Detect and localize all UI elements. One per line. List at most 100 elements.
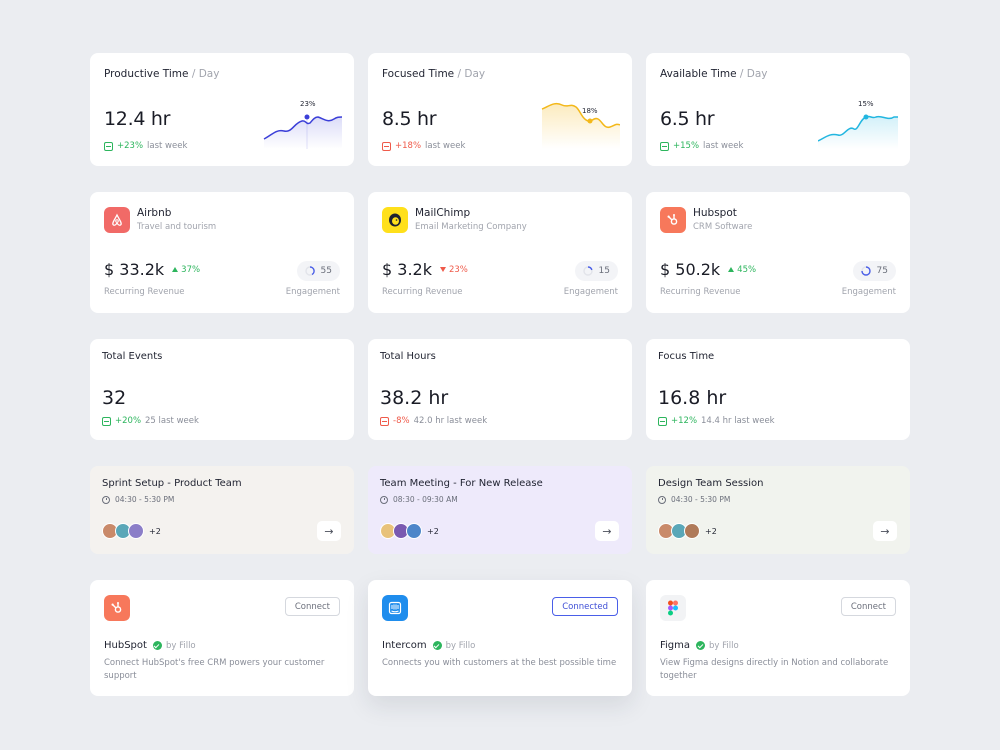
engagement-label: Engagement xyxy=(563,287,618,297)
integration-name: Intercom by Fillo xyxy=(382,640,476,651)
trend-up-icon xyxy=(102,416,111,426)
sparkline-peak-label: 18% xyxy=(582,107,598,115)
sparkline-peak-label: 23% xyxy=(300,100,316,108)
engagement-badge: 75 xyxy=(852,261,896,281)
sparkline-chart xyxy=(541,102,620,149)
company-card-airbnb[interactable]: Airbnb Travel and tourism $ 33.2k 37% Rec… xyxy=(90,192,354,313)
integration-card-figma: Connect Figma by Fillo View Figma designs… xyxy=(646,580,910,696)
figma-logo-icon xyxy=(660,595,686,621)
verified-icon xyxy=(696,641,706,650)
more-attendees-count: +2 xyxy=(427,526,439,536)
metric-title: Productive Time / Day xyxy=(104,68,220,80)
stat-change: +20% 25 last week xyxy=(102,416,199,426)
avatar xyxy=(406,523,422,539)
recurring-revenue-label: Recurring Revenue xyxy=(104,287,185,297)
metric-change: +23% last week xyxy=(104,141,187,151)
meeting-card-team-meeting[interactable]: Team Meeting - For New Release 08:30 - 0… xyxy=(368,466,632,554)
stat-value: 38.2 hr xyxy=(380,387,449,409)
trend-down-icon xyxy=(380,416,389,426)
stat-value: 16.8 hr xyxy=(658,387,727,409)
company-category: Travel and tourism xyxy=(137,222,217,232)
metric-card-productive-time: Productive Time / Day 12.4 hr +23% last w… xyxy=(90,53,354,166)
company-card-hubspot[interactable]: Hubspot CRM Software $ 50.2k 45% Recurrin… xyxy=(646,192,910,313)
intercom-logo-icon xyxy=(382,595,408,621)
arrow-up-icon xyxy=(728,267,735,272)
trend-up-icon xyxy=(658,416,667,426)
meeting-time: 08:30 - 09:30 AM xyxy=(380,495,458,504)
metric-title: Available Time / Day xyxy=(660,68,768,80)
metric-value: 12.4 hr xyxy=(104,108,171,130)
open-meeting-button[interactable]: → xyxy=(317,521,341,541)
integration-description: Connect HubSpot's free CRM powers your c… xyxy=(104,658,325,681)
clock-icon xyxy=(658,495,666,504)
metric-title: Focused Time / Day xyxy=(382,68,486,80)
engagement-badge: 55 xyxy=(296,261,340,281)
integration-name: HubSpot by Fillo xyxy=(104,640,196,651)
open-meeting-button[interactable]: → xyxy=(595,521,619,541)
sparkline-chart xyxy=(263,114,342,149)
stat-card-focus-time: Focus Time 16.8 hr +12% 14.4 hr last week xyxy=(646,339,910,440)
meeting-card-sprint-setup[interactable]: Sprint Setup - Product Team 04:30 - 5:30… xyxy=(90,466,354,554)
avatar xyxy=(684,523,700,539)
trend-up-icon xyxy=(660,141,669,151)
connect-button[interactable]: Connect xyxy=(840,597,896,616)
stat-change: +12% 14.4 hr last week xyxy=(658,416,775,426)
trend-up-icon xyxy=(104,141,113,151)
progress-ring-icon xyxy=(304,266,315,276)
attendee-avatars: +2 xyxy=(380,523,439,539)
arrow-down-icon xyxy=(439,267,446,272)
stat-card-total-hours: Total Hours 38.2 hr -8% 42.0 hr last week xyxy=(368,339,632,440)
attendee-avatars: +2 xyxy=(102,523,161,539)
company-card-mailchimp[interactable]: MailChimp Email Marketing Company $ 3.2k… xyxy=(368,192,632,313)
clock-icon xyxy=(102,495,110,504)
sparkline-chart xyxy=(818,114,898,149)
metric-value: 6.5 hr xyxy=(660,108,715,130)
progress-ring-icon xyxy=(582,266,593,276)
integration-description: View Figma designs directly in Notion an… xyxy=(660,658,889,681)
avatar xyxy=(128,523,144,539)
hubspot-logo-icon xyxy=(104,595,130,621)
more-attendees-count: +2 xyxy=(705,526,717,536)
attendee-avatars: +2 xyxy=(658,523,717,539)
arrow-up-icon xyxy=(172,267,179,272)
company-category: Email Marketing Company xyxy=(415,222,527,232)
metric-change: +15% last week xyxy=(660,141,743,151)
verified-icon xyxy=(432,641,442,650)
integration-card-hubspot: Connect HubSpot by Fillo Connect HubSpot'… xyxy=(90,580,354,696)
meeting-time: 04:30 - 5:30 PM xyxy=(658,495,730,504)
integration-name: Figma by Fillo xyxy=(660,640,739,651)
airbnb-logo-icon xyxy=(104,207,130,233)
verified-icon xyxy=(152,641,162,650)
stat-card-total-events: Total Events 32 +20% 25 last week xyxy=(90,339,354,440)
metric-card-available-time: Available Time / Day 6.5 hr +15% last wee… xyxy=(646,53,910,166)
meeting-title: Sprint Setup - Product Team xyxy=(102,478,242,489)
stat-title: Total Hours xyxy=(380,351,436,362)
connect-button[interactable]: Connect xyxy=(284,597,340,616)
connected-button[interactable]: Connected xyxy=(552,597,618,616)
recurring-revenue-value: $ 50.2k 45% xyxy=(660,260,757,279)
mailchimp-logo-icon xyxy=(382,207,408,233)
integration-description: Connects you with customers at the best … xyxy=(382,658,617,668)
recurring-revenue-label: Recurring Revenue xyxy=(382,287,463,297)
sparkline-peak-label: 15% xyxy=(858,100,874,108)
engagement-badge: 15 xyxy=(574,261,618,281)
stat-title: Focus Time xyxy=(658,351,715,362)
more-attendees-count: +2 xyxy=(149,526,161,536)
progress-ring-icon xyxy=(860,266,871,276)
meeting-time: 04:30 - 5:30 PM xyxy=(102,495,174,504)
meeting-card-design-team[interactable]: Design Team Session 04:30 - 5:30 PM +2 → xyxy=(646,466,910,554)
clock-icon xyxy=(380,495,388,504)
metric-card-focused-time: Focused Time / Day 8.5 hr +18% last week … xyxy=(368,53,632,166)
metric-change: +18% last week xyxy=(382,141,465,151)
stat-change: -8% 42.0 hr last week xyxy=(380,416,487,426)
company-name: MailChimp xyxy=(415,207,471,219)
stat-value: 32 xyxy=(102,387,127,409)
open-meeting-button[interactable]: → xyxy=(873,521,897,541)
integration-card-intercom: Connected Intercom by Fillo Connects you … xyxy=(368,580,632,696)
metric-value: 8.5 hr xyxy=(382,108,437,130)
recurring-revenue-value: $ 33.2k 37% xyxy=(104,260,201,279)
recurring-revenue-label: Recurring Revenue xyxy=(660,287,741,297)
stat-title: Total Events xyxy=(102,351,163,362)
recurring-revenue-value: $ 3.2k 23% xyxy=(382,260,468,279)
hubspot-logo-icon xyxy=(660,207,686,233)
